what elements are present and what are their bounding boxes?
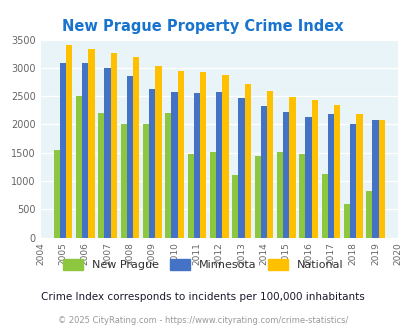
Bar — [133, 56, 139, 238]
Bar — [365, 191, 371, 238]
Bar — [88, 49, 94, 238]
Bar — [298, 154, 305, 238]
Text: New Prague Property Crime Index: New Prague Property Crime Index — [62, 19, 343, 34]
Bar — [349, 124, 356, 238]
Bar — [254, 155, 260, 238]
Bar — [209, 151, 215, 238]
Bar — [98, 113, 104, 238]
Bar — [260, 106, 266, 238]
Bar — [356, 114, 362, 238]
Bar — [378, 120, 384, 238]
Bar — [82, 63, 88, 238]
Bar — [149, 89, 155, 238]
Bar — [266, 91, 273, 238]
Bar — [193, 93, 200, 238]
Bar — [126, 76, 133, 238]
Bar — [111, 53, 117, 238]
Bar — [371, 120, 378, 238]
Bar — [282, 112, 289, 238]
Bar — [165, 113, 171, 238]
Text: Crime Index corresponds to incidents per 100,000 inhabitants: Crime Index corresponds to incidents per… — [41, 292, 364, 302]
Bar — [120, 124, 126, 238]
Bar — [289, 97, 295, 238]
Bar — [200, 72, 206, 238]
Bar — [238, 98, 244, 238]
Bar — [321, 174, 327, 238]
Bar — [187, 154, 193, 238]
Bar — [333, 105, 339, 238]
Bar — [343, 204, 349, 238]
Bar — [60, 63, 66, 238]
Bar — [53, 150, 60, 238]
Bar — [143, 124, 149, 238]
Bar — [66, 45, 72, 238]
Legend: New Prague, Minnesota, National: New Prague, Minnesota, National — [58, 255, 347, 275]
Bar — [244, 84, 250, 238]
Bar — [327, 114, 333, 238]
Bar — [215, 92, 222, 238]
Bar — [177, 71, 183, 238]
Bar — [311, 100, 317, 238]
Bar — [171, 92, 177, 238]
Bar — [76, 96, 82, 238]
Bar — [232, 175, 238, 238]
Bar — [155, 66, 161, 238]
Text: © 2025 CityRating.com - https://www.cityrating.com/crime-statistics/: © 2025 CityRating.com - https://www.city… — [58, 315, 347, 325]
Bar — [276, 151, 282, 238]
Bar — [222, 75, 228, 238]
Bar — [104, 68, 111, 238]
Bar — [305, 117, 311, 238]
